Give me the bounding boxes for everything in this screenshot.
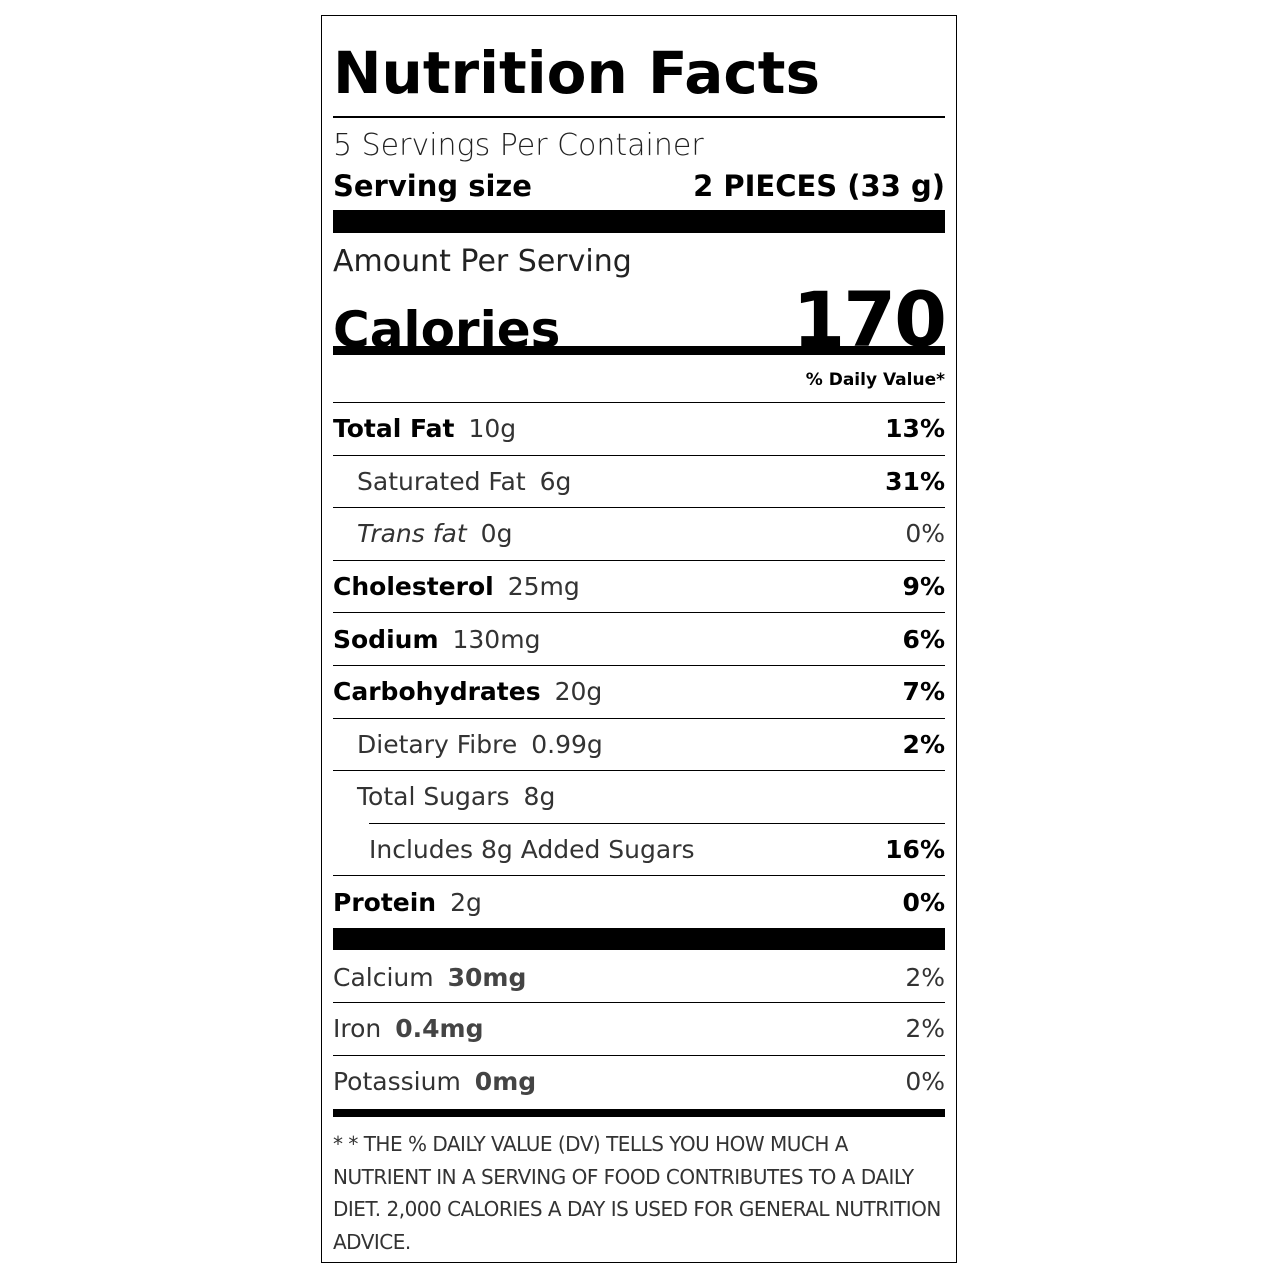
nutrient-name: Dietary Fibre <box>357 729 518 759</box>
nutrient-daily-value: 0% <box>902 887 945 917</box>
medium-divider <box>333 1109 945 1117</box>
nutrient-name: Saturated Fat <box>357 466 526 496</box>
nutrient-row: Trans fat 0g 0% <box>333 507 945 560</box>
nutrient-label: Total Sugars 8g <box>333 782 555 811</box>
nutrient-row: Total Fat 10g 13% <box>333 402 945 455</box>
nutrient-label: Trans fat 0g <box>333 519 512 548</box>
nutrient-row: Protein 2g 0% <box>333 875 945 928</box>
nutrient-name: Cholesterol <box>333 572 494 602</box>
nutrient-label: Sodium 130mg <box>333 625 540 654</box>
mineral-daily-value: 2% <box>905 962 945 992</box>
nutrient-name: Total Fat <box>333 414 455 444</box>
nutrient-row: Dietary Fibre 0.99g 2% <box>333 717 945 771</box>
nutrient-row: Includes 8g Added Sugars 16% <box>369 822 945 876</box>
nutrient-amount: 0g <box>480 519 513 549</box>
nutrient-label: Carbohydrates 20g <box>333 677 602 706</box>
mineral-row: Calcium 30mg 2% <box>333 927 945 1002</box>
nutrient-row: Cholesterol 25mg 9% <box>333 559 945 613</box>
nutrient-label: Includes 8g Added Sugars <box>369 835 695 864</box>
nutrient-amount: 2g <box>450 887 482 917</box>
nutrient-row: Total Sugars 8g <box>333 770 945 823</box>
amount-per-serving: Amount Per Serving <box>333 244 632 279</box>
nutrient-label: Cholesterol 25mg <box>333 572 580 601</box>
nutrient-label: Dietary Fibre 0.99g <box>333 730 603 759</box>
nutrient-daily-value: 16% <box>885 835 945 865</box>
nutrient-rows: Total Fat 10g 13% Saturated Fat 6g 31% Trans f… <box>333 402 945 1107</box>
mineral-row: Potassium 0mg 0% <box>333 1054 945 1108</box>
nutrient-row: Sodium 130mg 6% <box>333 612 945 665</box>
mineral-label: Potassium 0mg <box>333 1067 536 1096</box>
nutrient-name: Carbohydrates <box>333 677 541 707</box>
mineral-amount: 0.4mg <box>395 1014 484 1044</box>
mineral-row: Iron 0.4mg 2% <box>333 1001 945 1055</box>
nutrient-daily-value: 7% <box>902 677 945 707</box>
nutrient-row: Saturated Fat 6g 31% <box>333 454 945 508</box>
nutrient-daily-value: 2% <box>902 729 945 759</box>
nutrient-name: Sodium <box>333 624 439 654</box>
nutrient-amount: 8g <box>523 782 556 812</box>
nutrient-name: Total Sugars <box>357 782 510 812</box>
label-title: Nutrition Facts <box>333 39 820 107</box>
mineral-amount: 0mg <box>474 1066 537 1096</box>
nutrient-name: Includes 8g Added Sugars <box>369 835 695 865</box>
nutrient-label: Protein 2g <box>333 888 482 917</box>
footnote: * * THE % DAILY VALUE (DV) TELLS YOU HOW… <box>333 1132 941 1254</box>
nutrient-daily-value: 31% <box>885 466 945 496</box>
nutrient-daily-value: 9% <box>902 572 945 602</box>
mineral-amount: 30mg <box>447 962 527 992</box>
nutrient-amount: 130mg <box>452 624 541 654</box>
serving-size-value: 2 PIECES (33 g) <box>693 169 945 203</box>
daily-value-header: % Daily Value* <box>805 370 945 390</box>
nutrient-amount: 0.99g <box>531 729 603 759</box>
nutrition-facts-label: Nutrition Facts 5 Servings Per Container… <box>321 15 957 1263</box>
serving-size-label: Serving size <box>333 169 532 203</box>
servings-per-container: 5 Servings Per Container <box>333 128 704 163</box>
mineral-daily-value: 2% <box>905 1014 945 1044</box>
nutrient-amount: 6g <box>539 466 572 496</box>
nutrient-name: Trans fat <box>357 519 467 549</box>
nutrient-row: Carbohydrates 20g 7% <box>333 664 945 718</box>
mineral-daily-value: 0% <box>905 1066 945 1096</box>
mineral-name: Calcium <box>333 962 434 992</box>
divider <box>333 116 945 118</box>
mineral-name: Potassium <box>333 1066 461 1096</box>
mineral-label: Calcium 30mg <box>333 963 526 992</box>
mineral-label: Iron 0.4mg <box>333 1014 483 1043</box>
mineral-name: Iron <box>333 1014 382 1044</box>
medium-divider <box>333 346 945 355</box>
nutrient-name: Protein <box>333 887 437 917</box>
nutrient-amount: 20g <box>554 677 603 707</box>
nutrient-daily-value: 13% <box>885 414 945 444</box>
nutrient-label: Total Fat 10g <box>333 414 516 443</box>
nutrient-amount: 25mg <box>507 572 580 602</box>
nutrient-amount: 10g <box>468 414 517 444</box>
thick-divider <box>333 210 945 233</box>
nutrient-daily-value: 6% <box>902 624 945 654</box>
serving-size: Serving size 2 PIECES (33 g) <box>333 168 945 204</box>
nutrient-label: Saturated Fat 6g <box>333 467 571 496</box>
nutrient-daily-value: 0% <box>905 519 945 549</box>
